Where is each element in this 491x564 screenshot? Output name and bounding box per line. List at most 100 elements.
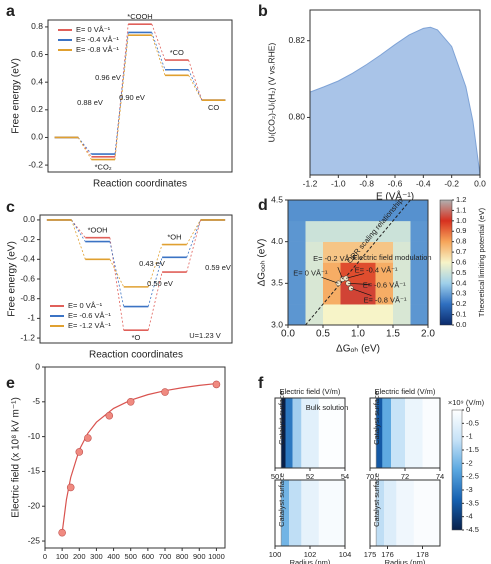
y-tick-label: -0.8 — [20, 293, 35, 303]
heat-cell — [375, 304, 394, 326]
point-label: E= -0.2 VÅ⁻¹ — [313, 254, 356, 263]
field-cell — [384, 480, 397, 546]
connector — [151, 32, 166, 70]
annotation: 0.90 eV — [119, 93, 145, 102]
field-cell — [292, 398, 302, 468]
connector — [109, 237, 125, 331]
x-tick-label: -1.2 — [303, 178, 318, 188]
y-tick-label: -25 — [28, 535, 41, 545]
colorbar-tick-label: 0.8 — [456, 237, 466, 246]
y-tick-label: 0.8 — [31, 21, 43, 31]
x-tick-label: 200 — [73, 552, 86, 561]
state-label: *OOH — [88, 226, 108, 235]
heat-cell — [305, 283, 324, 305]
connector — [147, 257, 163, 307]
x-tick-label: 178 — [416, 550, 429, 559]
connector — [114, 32, 129, 155]
y-tick-label: 0.0 — [23, 214, 35, 224]
x-tick-label: -1.0 — [331, 178, 346, 188]
y-tick-label: 3.0 — [271, 319, 283, 329]
connector — [109, 241, 125, 307]
annotation: 0.88 eV — [77, 98, 103, 107]
surface-label: Catalyst surface — [277, 473, 286, 527]
state-label: *O — [132, 333, 141, 342]
x-tick-label: -0.6 — [388, 178, 403, 188]
colorbar-label: ×10⁹ (V/m) — [448, 398, 485, 407]
x-axis-label: Reaction coordinates — [89, 350, 183, 361]
x-tick-label: 175 — [364, 550, 377, 559]
x-tick-label: -0.8 — [359, 178, 374, 188]
heat-cell — [288, 262, 306, 284]
heat-cell — [358, 200, 376, 222]
point — [84, 434, 92, 442]
heat-cell — [393, 220, 411, 242]
note: U=1.23 V — [189, 331, 220, 340]
y-tick-label: -20 — [28, 500, 41, 510]
x-tick-label: 0 — [43, 552, 47, 561]
point-label: E= -0.6 VÅ⁻¹ — [363, 280, 406, 289]
connector — [188, 59, 203, 101]
colorbar-tick-label: -2.5 — [466, 472, 479, 481]
y-tick-label: 0.0 — [31, 132, 43, 142]
connector — [186, 219, 201, 273]
state-label: *OH — [167, 233, 181, 242]
colorbar-tick-label: 0.1 — [456, 310, 466, 319]
colorbar — [451, 409, 463, 531]
x-tick-label: 900 — [193, 552, 206, 561]
point — [126, 398, 135, 406]
y-axis-label: Uₗ(CO₂)-Uₗ(H₂) (V vs.RHE) — [266, 43, 276, 143]
connector — [186, 219, 201, 245]
legend-label: E= 0 VÅ⁻¹ — [76, 25, 111, 34]
colorbar-tick-label: 1.0 — [456, 216, 466, 225]
pointer — [337, 267, 343, 280]
subplot-title: Electric field (V/m) — [280, 387, 341, 396]
connector — [114, 35, 129, 160]
state-label: *CO₂ — [95, 163, 112, 172]
field-cell — [318, 398, 346, 468]
colorbar-tick-label: 0.3 — [456, 289, 466, 298]
y-axis-label: ΔGₒₒₕ (eV) — [257, 239, 268, 287]
y-tick-label: -0.2 — [20, 234, 35, 244]
colorbar-tick-label: -4.5 — [466, 525, 479, 534]
legend-label: E= -0.4 VÅ⁻¹ — [76, 35, 119, 44]
legend-label: E= -0.8 VÅ⁻¹ — [76, 45, 119, 54]
x-tick-label: 100 — [269, 550, 282, 559]
connector — [147, 272, 163, 331]
heat-cell — [410, 241, 429, 263]
colorbar-tick-label: -2 — [466, 458, 473, 467]
field-cell — [289, 480, 302, 546]
colorbar-tick-label: 1.2 — [456, 195, 466, 204]
connector — [188, 69, 203, 101]
pointer — [321, 277, 339, 284]
note: Bulk solution — [306, 403, 349, 412]
field-cell — [318, 480, 346, 546]
heat-cell — [288, 304, 306, 326]
annotation: 0.50 eV — [147, 279, 173, 288]
heat-cell — [340, 283, 359, 305]
x-tick-label: 700 — [159, 552, 172, 561]
heat-cell — [358, 220, 376, 242]
surface-label: Catalyst surface — [277, 391, 286, 445]
heat-cell — [323, 241, 341, 263]
connector — [188, 75, 203, 101]
heat-cell — [340, 241, 359, 263]
state-label: CO — [208, 103, 219, 112]
region-label: Electric field modulation — [352, 253, 431, 262]
field-cell — [391, 398, 406, 468]
connector — [77, 137, 92, 160]
y-tick-label: 0.82 — [288, 35, 305, 45]
heat-cell — [393, 262, 411, 284]
y-tick-label: 0 — [35, 361, 40, 371]
heat-cell — [358, 262, 376, 284]
heat-cell — [305, 220, 324, 242]
colorbar-tick-label: 0.0 — [456, 320, 466, 329]
x-tick-label: 52 — [306, 472, 314, 481]
x-tick-label: 1.5 — [386, 329, 400, 340]
y-tick-label: -1.2 — [20, 332, 35, 342]
x-tick-label: 102 — [304, 550, 317, 559]
x-tick-label: 600 — [142, 552, 155, 561]
legend-label: E= -0.6 VÅ⁻¹ — [68, 311, 111, 320]
pointer — [348, 282, 370, 285]
colorbar-label: Theoretical limiting potential (eV) — [477, 207, 486, 317]
surface-label: Catalyst surface — [372, 473, 381, 527]
